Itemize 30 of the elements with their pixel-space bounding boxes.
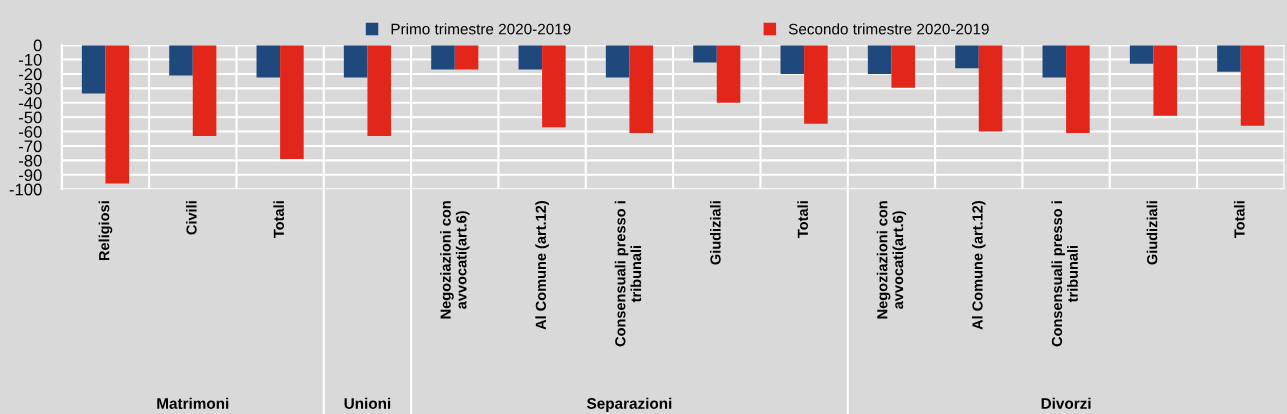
y-tick-label: -60 — [18, 125, 42, 138]
x-tick-label: Negoziazioni con avvocati(art.6) — [440, 201, 470, 319]
y-tick-label: -100 — [9, 183, 42, 196]
y-tick-label: 0 — [33, 39, 42, 52]
y-tick-label: -40 — [18, 97, 42, 109]
y-tick-label: -30 — [18, 82, 42, 95]
x-tick-label: Civili — [185, 201, 197, 235]
y-tick-label: -20 — [18, 68, 42, 81]
x-tick-label: Totali — [1233, 201, 1245, 238]
x-tick-label: Consensuali presso i tribunali — [614, 201, 642, 347]
x-tick-label: Giudiziali — [709, 201, 721, 265]
y-tick-label: -10 — [18, 53, 42, 66]
legend-label: Primo trimestre 2020-2019 — [391, 23, 571, 35]
x-tick-label: Al Comune (art.12) — [971, 201, 986, 330]
text: Separazioni — [587, 397, 672, 412]
x-tick-label: Consensuali presso i tribunali — [1051, 201, 1078, 347]
x-tick-label: Negoziazioni con avvocati(art.6) — [876, 201, 907, 319]
x-tick-label: Giudiziali — [1146, 201, 1158, 265]
text: Divorzi — [1041, 397, 1091, 409]
y-tick-label: -80 — [18, 154, 42, 167]
text: Matrimoni — [157, 397, 229, 409]
y-tick-label: -50 — [18, 111, 42, 124]
x-tick-label: Al Comune (art.12) — [535, 201, 549, 330]
legend-label: Secondo trimestre 2020-2019 — [788, 23, 989, 35]
x-tick-label: Religiosi — [98, 201, 113, 261]
y-tick-label: -70 — [18, 140, 42, 153]
x-tick-label: Totali — [273, 201, 285, 238]
y-tick-label: -90 — [18, 169, 42, 181]
text: Unioni — [344, 397, 391, 409]
x-tick-label: Totali — [797, 201, 809, 238]
